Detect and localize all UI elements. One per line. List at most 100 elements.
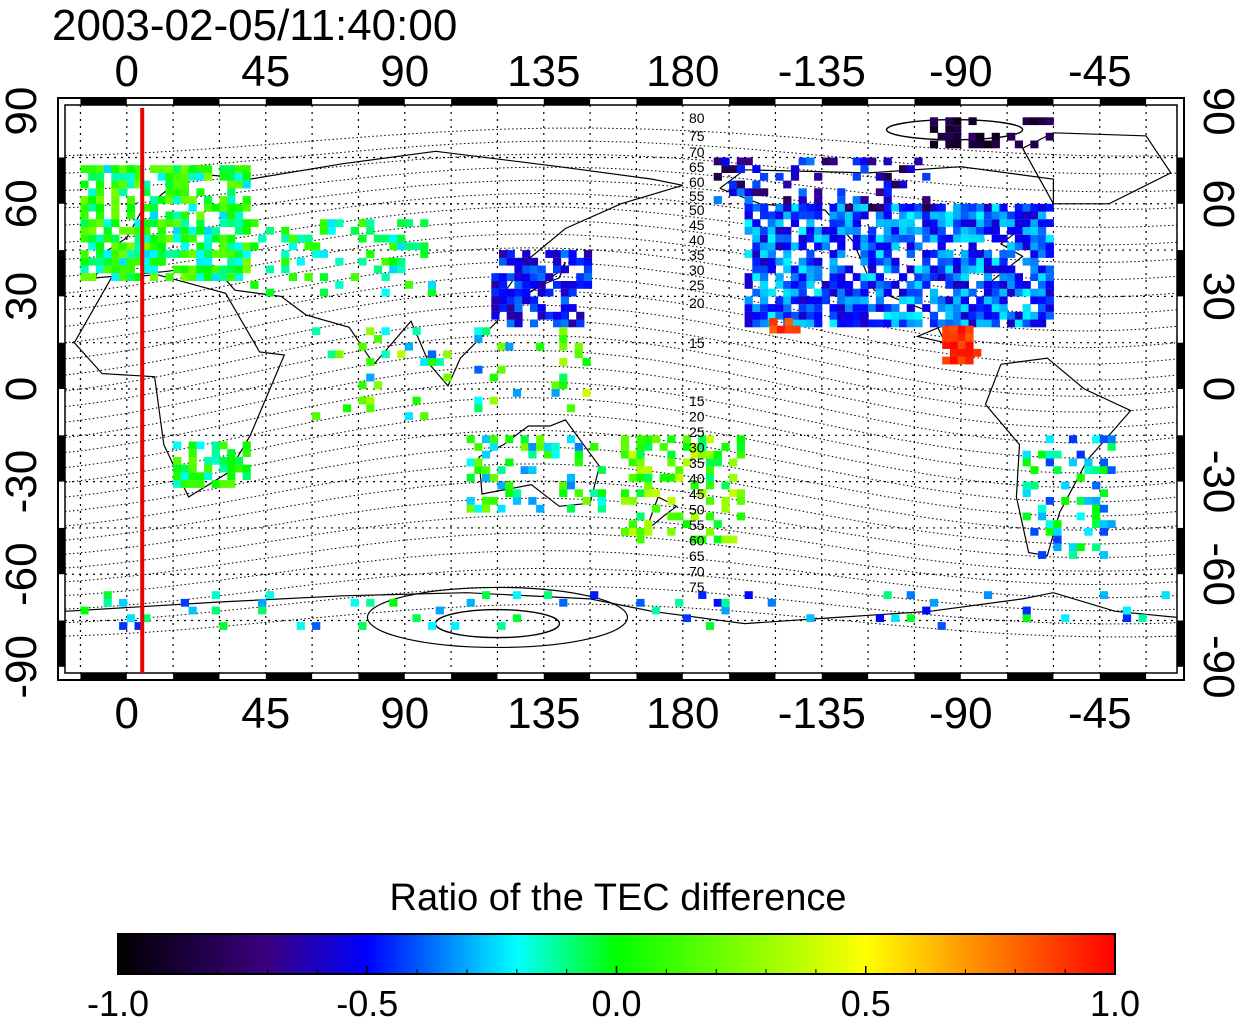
tec-data-cell (559, 598, 568, 607)
tec-data-cell (1138, 614, 1147, 623)
tec-data-cell (1068, 543, 1078, 552)
tec-data-cell (929, 219, 939, 227)
tec-data-cell (957, 348, 966, 357)
tec-data-cell (883, 211, 892, 220)
colorbar: Ratio of the TEC difference -1.0 -0.5 0.0 0… (87, 877, 1140, 1024)
tec-data-cell (296, 234, 305, 243)
tec-data-cell (621, 497, 630, 505)
tec-data-cell (389, 265, 398, 274)
tec-data-cell (319, 273, 328, 281)
tec-data-cell (474, 443, 483, 451)
lat-tick-label-left: 30 (0, 272, 46, 321)
tec-data-cell (891, 311, 900, 320)
tec-data-cell (149, 250, 159, 258)
tec-data-cell (412, 242, 421, 251)
tec-data-cell (522, 281, 531, 289)
tec-data-cell (783, 281, 792, 289)
tec-data-cell (906, 226, 915, 235)
contour-label: 40 (689, 471, 705, 487)
tec-data-cell (775, 257, 784, 266)
tec-data-cell (937, 219, 946, 227)
tec-data-cell (180, 472, 189, 481)
tec-data-cell (713, 157, 722, 166)
tec-data-cell (860, 296, 869, 305)
tec-data-cell (744, 311, 753, 320)
tec-data-cell (906, 265, 915, 274)
tec-data-cell (767, 304, 776, 312)
tec-data-cell (1092, 435, 1101, 444)
tec-data-cell (922, 234, 931, 243)
tec-data-cell (991, 140, 1000, 149)
tec-data-cell (705, 435, 715, 444)
tec-data-cell (583, 281, 593, 289)
tec-data-cell (505, 489, 514, 498)
tec-data-cell (211, 203, 220, 212)
tec-data-cell (265, 226, 274, 235)
tec-data-cell (474, 365, 483, 374)
tec-data-cell (1038, 296, 1047, 305)
tec-data-cell (536, 342, 545, 351)
tec-data-cell (512, 389, 522, 397)
tec-data-cell (798, 196, 807, 204)
tec-data-cell (560, 288, 569, 297)
tec-data-cell (929, 273, 939, 281)
tec-data-cell (537, 265, 546, 274)
tec-data-cell (482, 591, 491, 599)
frame-segment (543, 673, 591, 680)
tec-data-cell (814, 172, 823, 181)
tec-data-cell (814, 319, 823, 328)
tec-data-cell (1030, 319, 1039, 328)
tec-data-cell (358, 234, 367, 243)
tec-data-cell (80, 219, 89, 227)
mag-lat-contour (65, 127, 1177, 157)
tec-data-cell (126, 226, 135, 235)
south-pole-contour (366, 586, 629, 649)
tec-data-cell (906, 165, 915, 173)
tec-data-cell (983, 319, 993, 328)
tec-data-cell (875, 296, 884, 305)
tec-data-cell (204, 172, 213, 181)
tec-data-cell (899, 165, 908, 173)
frame-segment (265, 98, 313, 105)
tec-data-cell (698, 450, 707, 459)
tec-data-cell (783, 304, 792, 312)
tec-data-cell (149, 196, 159, 204)
tec-data-cell (790, 172, 800, 181)
tec-data-cell (698, 443, 707, 451)
frame-segment (58, 157, 65, 204)
tec-data-cell (976, 257, 985, 266)
tec-data-cell (103, 165, 112, 173)
tec-data-cell (636, 527, 645, 536)
contour-label: 40 (689, 232, 705, 248)
tec-data-cell (953, 211, 962, 220)
tec-data-cell (119, 188, 128, 197)
tec-data-cell (860, 257, 869, 266)
contour-label: 20 (689, 295, 705, 311)
tec-data-cell (180, 165, 189, 173)
tec-data-cell (875, 257, 884, 266)
tec-data-cell (806, 265, 815, 274)
tec-data-cell (1014, 311, 1023, 320)
tec-data-cell (103, 219, 112, 227)
lat-tick-label-right: 60 (1194, 179, 1240, 228)
tec-data-cell (1076, 473, 1085, 482)
tec-data-cell (760, 319, 769, 328)
tec-data-cell (126, 180, 135, 189)
tec-data-cell (983, 219, 993, 227)
tec-data-cell (1030, 265, 1039, 274)
tec-data-cell (1022, 234, 1031, 243)
contour-label: 35 (689, 247, 705, 263)
tec-data-cell (134, 250, 143, 258)
tec-data-cell (119, 172, 128, 181)
tec-data-cell (783, 234, 792, 243)
tec-data-cell (173, 464, 182, 473)
tec-data-cell (196, 211, 205, 220)
contour-label: 30 (689, 262, 705, 278)
tec-data-cell (1099, 504, 1108, 513)
tec-data-cell (529, 296, 539, 305)
tec-data-cell (119, 165, 128, 173)
tec-data-cell (829, 288, 838, 297)
tec-data-cell (1022, 203, 1031, 212)
tec-data-cell (568, 257, 577, 266)
tec-data-cell (134, 622, 143, 630)
